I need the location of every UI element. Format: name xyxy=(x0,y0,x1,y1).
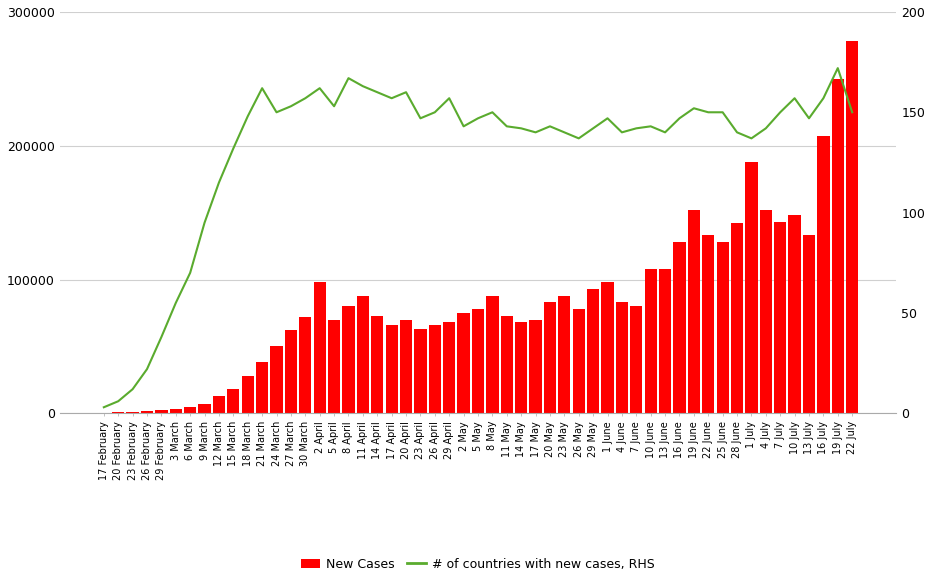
Bar xyxy=(371,316,383,413)
Bar xyxy=(256,362,268,413)
Bar xyxy=(386,325,398,413)
Bar xyxy=(659,269,671,413)
Bar xyxy=(127,412,139,413)
Bar xyxy=(731,223,743,413)
Bar xyxy=(313,282,326,413)
Bar xyxy=(515,323,528,413)
Bar xyxy=(702,235,714,413)
Bar xyxy=(831,79,843,413)
Bar xyxy=(500,316,513,413)
Bar xyxy=(443,323,456,413)
Bar xyxy=(170,409,182,413)
Bar xyxy=(688,210,700,413)
Bar xyxy=(357,296,369,413)
Bar xyxy=(141,411,153,413)
Bar xyxy=(760,210,772,413)
Bar xyxy=(630,307,642,413)
Bar xyxy=(587,289,599,413)
Bar xyxy=(802,235,816,413)
Legend: New Cases, # of countries with new cases, RHS: New Cases, # of countries with new cases… xyxy=(296,553,660,574)
Bar xyxy=(616,302,628,413)
Bar xyxy=(328,320,340,413)
Bar xyxy=(544,302,556,413)
Bar xyxy=(270,346,282,413)
Bar xyxy=(817,137,829,413)
Bar xyxy=(774,222,787,413)
Bar xyxy=(673,242,686,413)
Bar xyxy=(212,396,225,413)
Bar xyxy=(285,331,297,413)
Bar xyxy=(458,313,470,413)
Bar xyxy=(184,408,197,413)
Bar xyxy=(227,389,240,413)
Bar xyxy=(342,307,354,413)
Bar xyxy=(156,410,168,413)
Bar xyxy=(429,325,441,413)
Bar xyxy=(400,320,412,413)
Bar xyxy=(645,269,657,413)
Bar xyxy=(299,317,311,413)
Bar xyxy=(199,404,211,413)
Bar xyxy=(472,309,484,413)
Bar xyxy=(717,242,729,413)
Bar xyxy=(241,376,254,413)
Bar xyxy=(846,41,858,413)
Bar xyxy=(746,162,758,413)
Bar xyxy=(788,215,801,413)
Bar xyxy=(558,296,570,413)
Bar xyxy=(415,329,427,413)
Bar xyxy=(487,296,499,413)
Bar xyxy=(529,320,541,413)
Bar xyxy=(601,282,613,413)
Bar xyxy=(572,309,585,413)
